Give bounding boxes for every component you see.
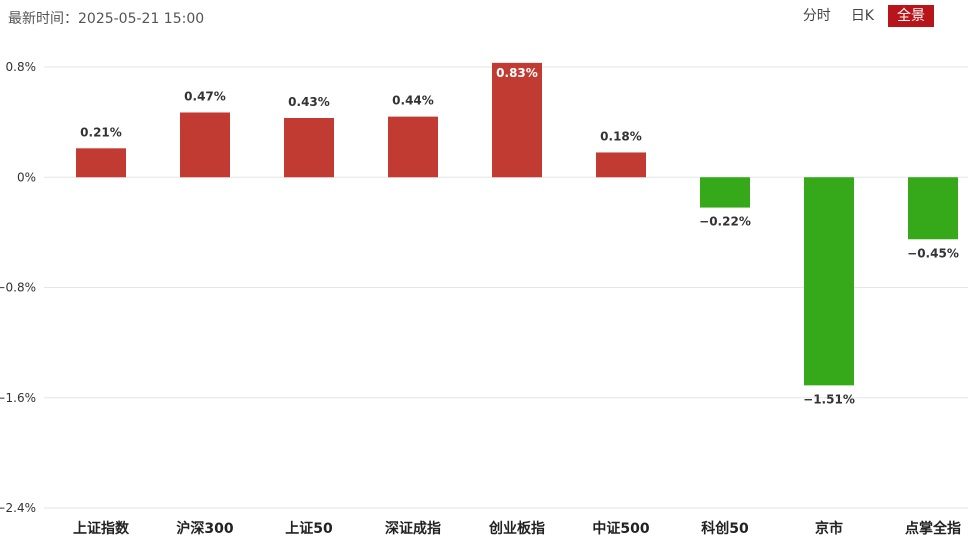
bar (596, 152, 646, 178)
bar (180, 112, 230, 178)
update-time: 最新时间：2025-05-21 15:00 (8, 11, 205, 27)
x-category-label: 京市 (815, 520, 843, 537)
tab-intraday[interactable]: 分时 (802, 8, 831, 24)
x-axis-categories: 上证指数 沪深300 上证50 深证成指 创业板指 中证500 科创50 京市 点掌全指 (73, 520, 961, 537)
y-tick-label: 0% (17, 170, 36, 184)
bar-value-label: 0.21% (80, 125, 122, 139)
tab-panorama[interactable]: 全景 (888, 5, 934, 27)
x-category-label: 深证成指 (385, 520, 441, 537)
y-tick-label: −1.6% (0, 391, 36, 405)
x-category-label: 沪深300 (176, 520, 233, 537)
bar (700, 177, 750, 208)
bar-value-label: −1.51% (803, 392, 855, 406)
x-category-label: 中证500 (592, 520, 649, 537)
bar-value-label: −0.45% (907, 246, 959, 260)
x-category-label: 创业板指 (488, 520, 545, 537)
chart-header: 最新时间：2025-05-21 15:00 分时 日K 全景 (0, 0, 968, 34)
y-tick-label: −2.4% (0, 501, 36, 515)
bar-value-label: 0.43% (288, 95, 330, 109)
bar-value-label: 0.83% (496, 66, 538, 80)
bars (76, 62, 958, 386)
value-labels: 0.21% 0.47% 0.43% 0.44% 0.83% 0.18% −0.22% −1.5… (80, 66, 959, 406)
bar (492, 62, 542, 178)
bar-value-label: 0.47% (184, 89, 226, 103)
bar-value-label: 0.44% (392, 94, 434, 108)
x-category-label: 点掌全指 (905, 520, 961, 537)
y-tick-label: 0.8% (6, 60, 37, 74)
bar (388, 116, 438, 178)
bar (284, 117, 334, 178)
tab-daily-k[interactable]: 日K (850, 8, 874, 24)
x-category-label: 上证50 (285, 521, 333, 537)
x-category-label: 上证指数 (73, 520, 130, 537)
y-axis-ticks: 0.8% 0% −0.8% −1.6% −2.4% (0, 60, 36, 515)
bar (76, 148, 126, 178)
bar-value-label: 0.18% (600, 129, 642, 143)
bar-value-label: −0.22% (699, 215, 751, 229)
bar (804, 177, 854, 386)
y-tick-label: −0.8% (0, 281, 36, 295)
x-category-label: 科创50 (701, 520, 749, 537)
view-tabs: 分时 日K 全景 (797, 5, 934, 27)
bar (908, 177, 958, 240)
